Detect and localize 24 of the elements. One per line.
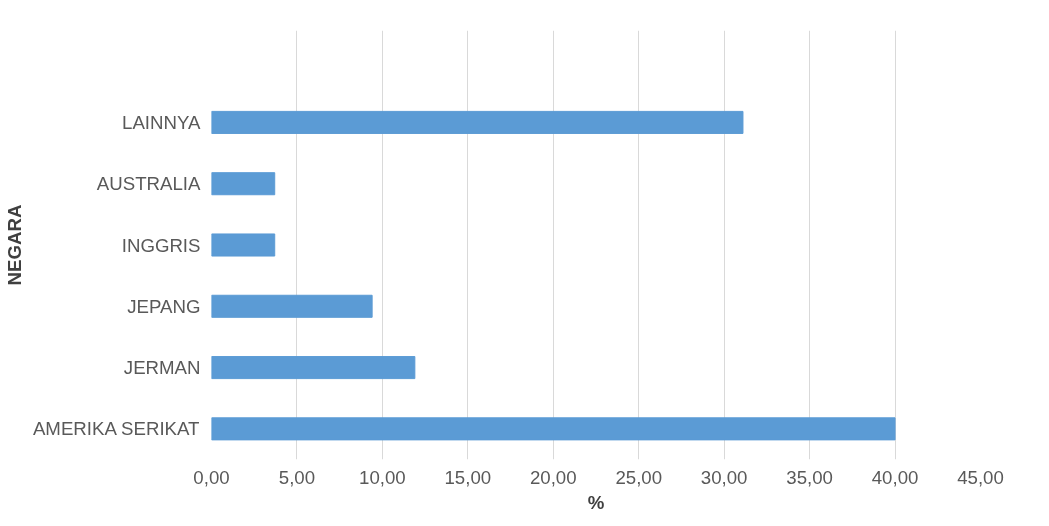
bar: [211, 110, 744, 134]
y-tick-label: INGGRIS: [121, 234, 201, 256]
x-tick-label: 25,00: [615, 466, 663, 488]
x-tick-label: 20,00: [529, 466, 577, 488]
bar: [211, 417, 896, 441]
x-tick-label: 0,00: [193, 466, 230, 488]
y-tick-label: AMERIKA SERIKAT: [32, 418, 200, 440]
x-tick-label: 10,00: [359, 466, 406, 488]
x-axis-title: %: [587, 491, 605, 513]
x-tick-label: 45,00: [957, 466, 1004, 488]
x-tick-label: 35,00: [786, 466, 833, 488]
y-tick-label: AUSTRALIA: [96, 173, 202, 195]
y-tick-label: JEPANG: [127, 295, 201, 317]
x-tick-label: 5,00: [278, 466, 316, 488]
y-tick-label: LAINNYA: [122, 111, 202, 133]
y-axis-title: NEGARA: [3, 204, 25, 286]
x-tick-label: 15,00: [444, 466, 492, 488]
bar: [211, 294, 373, 318]
x-tick-label: 30,00: [700, 466, 748, 488]
bar: [211, 233, 276, 257]
y-tick-label: JERMAN: [123, 357, 201, 379]
x-tick-label: 40,00: [871, 466, 919, 488]
bar: [211, 172, 276, 196]
bar: [211, 356, 416, 380]
